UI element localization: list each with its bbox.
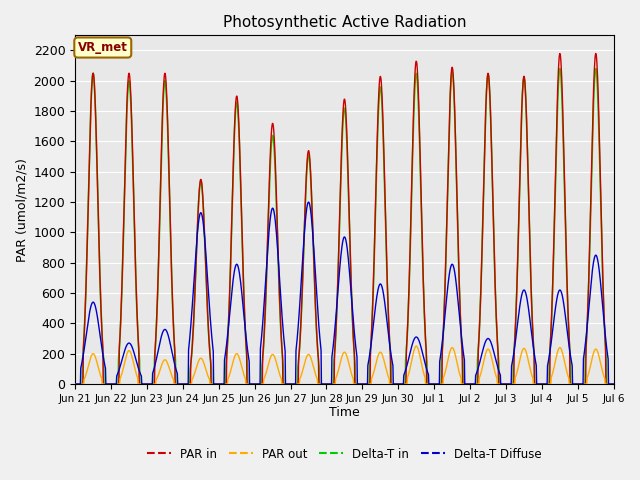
Legend: PAR in, PAR out, Delta-T in, Delta-T Diffuse: PAR in, PAR out, Delta-T in, Delta-T Dif… xyxy=(143,443,547,465)
X-axis label: Time: Time xyxy=(329,407,360,420)
Y-axis label: PAR (umol/m2/s): PAR (umol/m2/s) xyxy=(15,158,28,262)
Text: VR_met: VR_met xyxy=(78,41,128,54)
Title: Photosynthetic Active Radiation: Photosynthetic Active Radiation xyxy=(223,15,466,30)
